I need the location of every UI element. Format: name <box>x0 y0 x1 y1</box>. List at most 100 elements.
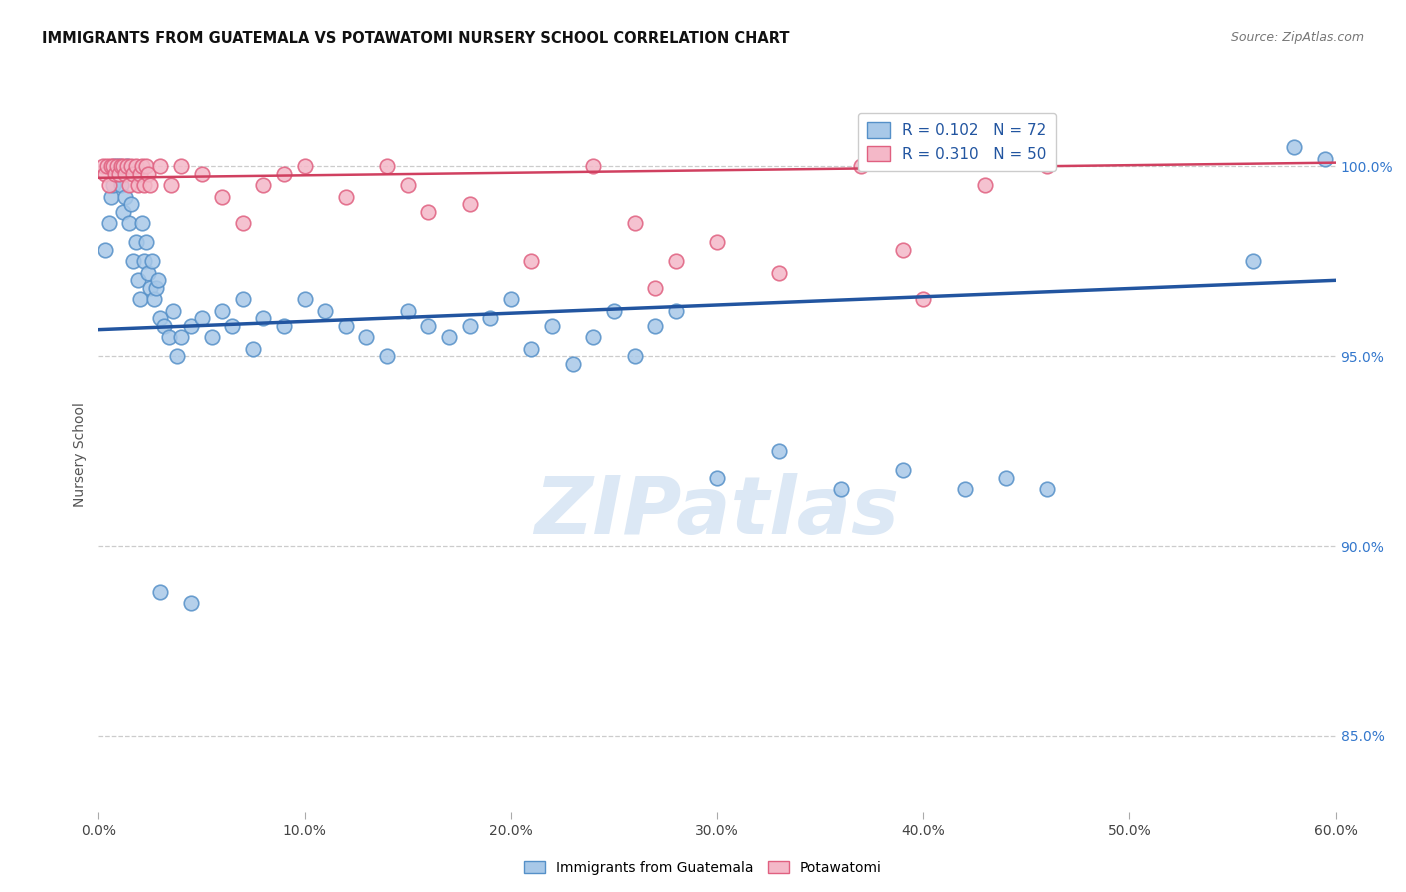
Point <box>623 349 645 363</box>
Text: ZIPatlas: ZIPatlas <box>534 473 900 551</box>
Point <box>149 311 172 326</box>
Point <box>114 190 136 204</box>
Point <box>418 318 440 333</box>
Point <box>136 167 159 181</box>
Point <box>242 342 264 356</box>
Text: IMMIGRANTS FROM GUATEMALA VS POTAWATOMI NURSERY SCHOOL CORRELATION CHART: IMMIGRANTS FROM GUATEMALA VS POTAWATOMI … <box>42 31 790 46</box>
Point <box>157 330 180 344</box>
Point <box>830 482 852 496</box>
Point <box>104 160 127 174</box>
Point <box>131 216 153 230</box>
Point <box>117 160 139 174</box>
Point <box>180 596 202 610</box>
Point <box>148 273 170 287</box>
Point <box>139 281 162 295</box>
Point <box>108 160 131 174</box>
Point <box>953 482 976 496</box>
Point <box>211 190 233 204</box>
Point <box>97 178 120 193</box>
Point <box>1315 152 1337 166</box>
Point <box>170 330 193 344</box>
Point <box>665 254 688 268</box>
Point <box>418 205 440 219</box>
Point <box>1241 254 1264 268</box>
Point <box>458 197 481 211</box>
Point <box>141 254 163 268</box>
Point <box>582 160 605 174</box>
Point <box>768 444 790 458</box>
Point <box>891 463 914 477</box>
Point <box>644 318 666 333</box>
Point <box>149 160 172 174</box>
Point <box>118 216 141 230</box>
Point <box>541 318 564 333</box>
Legend: R = 0.102   N = 72, R = 0.310   N = 50: R = 0.102 N = 72, R = 0.310 N = 50 <box>858 113 1056 171</box>
Point <box>603 303 626 318</box>
Point <box>211 303 233 318</box>
Point <box>124 235 146 250</box>
Point <box>912 293 935 307</box>
Point <box>149 584 172 599</box>
Point <box>118 178 141 193</box>
Point <box>458 318 481 333</box>
Point <box>112 205 135 219</box>
Point <box>93 167 115 181</box>
Point <box>135 160 157 174</box>
Point <box>101 178 124 193</box>
Point <box>582 330 605 344</box>
Point <box>1036 482 1059 496</box>
Point <box>273 167 295 181</box>
Point <box>101 160 124 174</box>
Point <box>396 178 419 193</box>
Point <box>105 167 128 181</box>
Point <box>437 330 460 344</box>
Point <box>314 303 336 318</box>
Point <box>124 160 146 174</box>
Point <box>120 197 142 211</box>
Point <box>665 303 688 318</box>
Point <box>994 471 1017 485</box>
Point <box>127 178 149 193</box>
Point <box>105 160 128 174</box>
Point <box>153 318 176 333</box>
Point <box>768 266 790 280</box>
Point <box>122 254 145 268</box>
Point <box>166 349 188 363</box>
Point <box>132 178 155 193</box>
Point <box>128 167 150 181</box>
Point <box>139 178 162 193</box>
Point <box>91 160 114 174</box>
Point <box>644 281 666 295</box>
Y-axis label: Nursery School: Nursery School <box>73 402 87 508</box>
Point <box>108 167 131 181</box>
Point <box>396 303 419 318</box>
Point <box>335 190 357 204</box>
Point <box>100 160 122 174</box>
Point <box>1284 140 1306 154</box>
Point <box>520 342 543 356</box>
Point <box>706 471 728 485</box>
Point <box>159 178 181 193</box>
Point <box>201 330 224 344</box>
Point <box>232 293 254 307</box>
Point <box>145 281 167 295</box>
Point <box>143 293 166 307</box>
Point <box>375 160 398 174</box>
Point <box>294 160 316 174</box>
Point <box>356 330 378 344</box>
Point <box>114 167 136 181</box>
Point <box>221 318 243 333</box>
Point <box>117 160 139 174</box>
Point <box>97 216 120 230</box>
Point <box>135 235 157 250</box>
Text: Source: ZipAtlas.com: Source: ZipAtlas.com <box>1230 31 1364 45</box>
Point <box>110 178 132 193</box>
Point <box>190 167 212 181</box>
Point <box>851 160 873 174</box>
Point <box>132 254 155 268</box>
Point <box>110 160 132 174</box>
Point <box>162 303 184 318</box>
Point <box>520 254 543 268</box>
Point <box>131 160 153 174</box>
Point <box>335 318 357 333</box>
